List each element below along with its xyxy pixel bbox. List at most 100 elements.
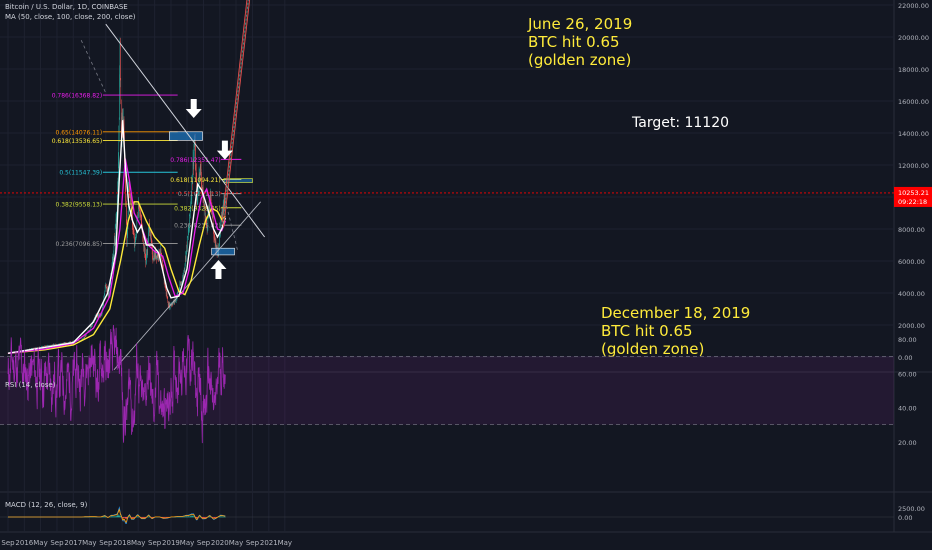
annotation-june-text: BTC hit 0.65	[528, 33, 620, 51]
macd-histogram-bar	[136, 516, 138, 518]
macd-histogram-bar	[212, 517, 213, 518]
x-tick-label: May	[229, 539, 243, 547]
macd-histogram-bar	[138, 516, 140, 518]
macd-histogram-bar	[103, 516, 105, 518]
macd-histogram-bar	[113, 516, 114, 518]
rsi-y-tick-label: 20.00	[898, 439, 917, 447]
fib-level-label: 0.5(11547.39)	[59, 170, 102, 177]
macd-histogram-bar	[179, 516, 181, 518]
macd-histogram-bar	[119, 515, 120, 518]
bar-countdown-label: 09:22:18	[898, 198, 927, 206]
fib-level-label: 0.65(14076.11)	[56, 129, 103, 136]
macd-histogram-bar	[203, 517, 205, 519]
y-tick-label: 16000.00	[898, 98, 929, 106]
ma-indicator-label[interactable]: MA (50, close, 100, close, 200, close)	[5, 13, 136, 21]
x-tick-label: Sep	[99, 539, 113, 547]
macd-histogram-bar	[148, 516, 150, 518]
macd-histogram-bar	[125, 517, 127, 519]
macd-histogram-bar	[144, 517, 146, 518]
rsi-indicator-label[interactable]: RSI (14, close)	[5, 381, 56, 389]
macd-histogram-bar	[147, 516, 149, 518]
macd-histogram-bar	[222, 516, 224, 518]
macd-histogram-bar	[143, 517, 144, 519]
macd-histogram-bar	[186, 516, 188, 518]
arrow-down-icon	[216, 140, 233, 160]
dashed-projection	[224, 200, 239, 252]
macd-histogram-bar	[199, 516, 201, 518]
macd-histogram-bar	[122, 517, 123, 519]
macd-histogram-bar	[152, 517, 154, 518]
macd-histogram-bar	[192, 515, 194, 518]
macd-histogram-bar	[166, 517, 168, 518]
macd-histogram-bar	[140, 517, 142, 518]
macd-histogram-bar	[220, 516, 222, 518]
x-tick-label: 2021	[260, 539, 278, 547]
macd-histogram-bar	[128, 516, 130, 518]
macd-histogram-bar	[219, 516, 221, 518]
arrow-down-icon	[185, 99, 202, 118]
y-tick-label: 8000.00	[898, 226, 925, 234]
macd-histogram-bar	[191, 516, 193, 518]
y-tick-label: 4000.00	[898, 290, 925, 298]
macd-histogram-bar	[137, 516, 139, 518]
fib-level-label-2: 0.5(10211.13)	[178, 191, 221, 198]
golden-zone-box	[169, 131, 203, 141]
current-price-tag	[894, 186, 932, 207]
macd-histogram-bar	[212, 517, 214, 518]
macd-histogram-bar	[122, 517, 124, 519]
macd-histogram-bar	[223, 516, 225, 518]
y-tick-label: 6000.00	[898, 258, 925, 266]
fib-level-label-2: 0.382(9328.05)	[174, 205, 221, 212]
ma200-line	[7, 201, 226, 354]
macd-histogram-bar	[129, 516, 131, 518]
macd-histogram-bar	[187, 516, 189, 518]
fib-level-label: 0.786(16368.82)	[52, 93, 103, 100]
macd-histogram-bar	[131, 517, 133, 518]
macd-histogram-bar	[164, 517, 166, 518]
macd-histogram-bar	[197, 517, 198, 519]
macd-histogram-bar	[149, 516, 151, 518]
macd-histogram-bar	[134, 517, 135, 518]
macd-histogram-bar	[120, 516, 121, 518]
macd-histogram-bar	[204, 517, 206, 518]
y-tick-label: 22000.00	[898, 2, 929, 10]
arrow-up-icon	[210, 260, 227, 279]
macd-histogram-bar	[188, 516, 190, 518]
x-tick-label: Sep	[1, 539, 15, 547]
x-tick-label: Sep	[50, 539, 64, 547]
fib-level-label: 0.618(13536.65)	[52, 138, 103, 145]
rsi-line	[7, 324, 226, 444]
macd-histogram-bar	[166, 517, 167, 518]
x-tick-label: 2020	[211, 539, 229, 547]
ascending-trendline	[113, 201, 261, 371]
macd-histogram-bar	[182, 516, 183, 518]
macd-histogram-bar	[105, 516, 106, 518]
macd-histogram-bar	[208, 516, 210, 518]
macd-histogram-bar	[193, 516, 195, 518]
descending-trendline	[105, 23, 266, 238]
macd-histogram-bar	[161, 517, 163, 518]
macd-histogram-bar	[219, 516, 220, 518]
macd-histogram-bar	[110, 516, 112, 518]
y-tick-label: 14000.00	[898, 130, 929, 138]
macd-histogram-bar	[163, 517, 165, 518]
macd-histogram-bar	[104, 516, 105, 518]
x-tick-label: May	[131, 539, 145, 547]
macd-histogram-bar	[203, 517, 204, 519]
x-tick-label: 2016	[15, 539, 33, 547]
macd-histogram-bar	[205, 517, 207, 518]
golden-zone-box	[211, 247, 235, 256]
macd-histogram-bar	[144, 517, 145, 519]
macd-histogram-bar	[116, 515, 118, 518]
macd-indicator-label[interactable]: MACD (12, 26, close, 9)	[5, 501, 88, 509]
macd-histogram-bar	[193, 516, 195, 518]
x-tick-label: Sep	[148, 539, 162, 547]
macd-histogram-bar	[133, 517, 135, 518]
x-tick-label: May	[82, 539, 96, 547]
annotation-december-date: December 18, 2019	[601, 304, 750, 322]
macd-histogram-bar	[137, 516, 138, 518]
y-tick-label: 2000.00	[898, 322, 925, 330]
macd-histogram-bar	[196, 517, 197, 519]
annotation-june-zone: (golden zone)	[528, 51, 631, 69]
